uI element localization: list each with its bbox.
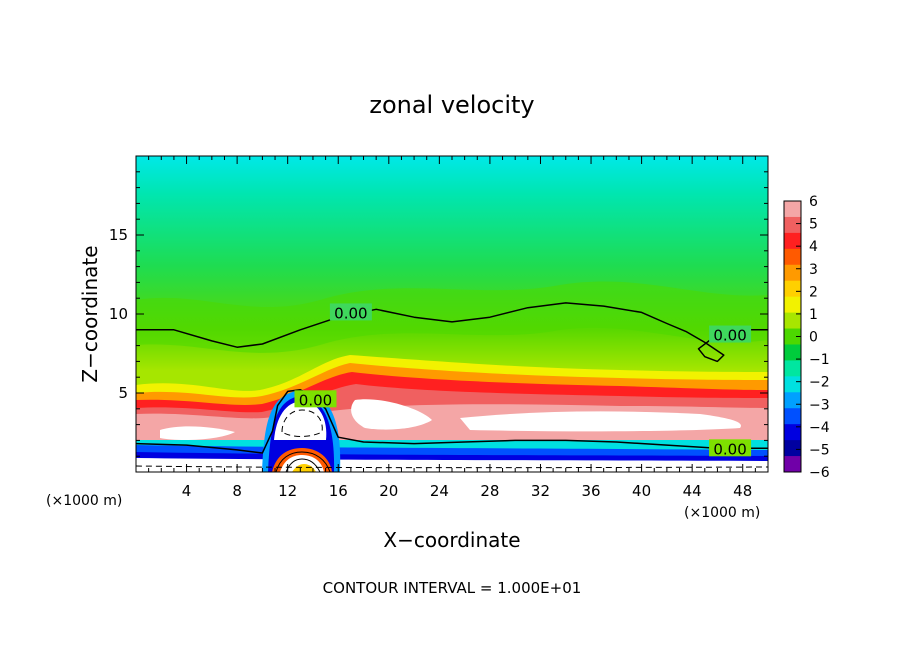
colorbar-swatch	[784, 424, 801, 441]
contour-label-bg	[709, 439, 752, 457]
y-tick-label: 10	[109, 305, 128, 323]
colorbar-swatch	[784, 280, 801, 298]
x-tick-label: 44	[683, 482, 702, 500]
colorbar-tick-label: 6	[809, 194, 818, 210]
colorbar-swatch	[784, 201, 801, 218]
colorbar-swatch	[784, 296, 801, 314]
colorbar-tick-label: 2	[809, 284, 818, 300]
x-tick-label: 24	[430, 482, 449, 500]
velocity-field	[136, 156, 768, 472]
colorbar: 6 5 4 3 2 1 0 −1 −2 −3 −4 −5 −6	[783, 194, 830, 481]
colorbar-tick-label: 0	[809, 330, 818, 346]
colorbar-swatch	[784, 328, 801, 345]
colorbar-swatch	[784, 376, 801, 393]
x-tick-label: 20	[379, 482, 398, 500]
x-tick-label: 48	[733, 482, 752, 500]
x-tick-label: 40	[632, 482, 651, 500]
positive-contours	[275, 451, 331, 472]
x-tick-label: 16	[329, 482, 348, 500]
colorbar-swatch	[784, 392, 801, 409]
colorbar-tick-label: −1	[809, 352, 830, 368]
x-tick-label: 8	[232, 482, 242, 500]
colorbar-tick-label: −2	[809, 375, 830, 391]
y-tick-label: 5	[118, 384, 128, 402]
colorbar-tick-label: −3	[809, 397, 830, 413]
contour-labels: 0.00 0.00 0.00 0.00	[294, 303, 752, 458]
colorbar-swatch	[784, 264, 801, 282]
colorbar-swatch	[784, 248, 801, 266]
contour-label-bg	[709, 325, 752, 343]
colorbar-tick-label: 3	[809, 262, 818, 278]
x-unit-left: (×1000 m)	[46, 493, 122, 509]
colorbar-swatch	[784, 216, 801, 234]
contour-label-bg	[329, 303, 372, 321]
contour-label: 0.00	[713, 440, 746, 458]
colorbar-swatch	[784, 456, 801, 473]
contour-label-bg	[294, 390, 337, 408]
x-axis-label: X−coordinate	[383, 528, 520, 552]
colorbar-tick-label: 5	[809, 217, 818, 233]
colorbar-tick-label: −4	[809, 420, 830, 436]
contour-label: 0.00	[713, 327, 746, 345]
colorbar-swatch	[784, 344, 801, 361]
contour-label: 0.00	[334, 304, 367, 322]
x-tick-label: 36	[581, 482, 600, 500]
zero-contour-upper-line	[136, 302, 768, 363]
colorbar-swatch	[784, 312, 801, 330]
x-tick-label: 28	[480, 482, 499, 500]
x-tick-label: 32	[531, 482, 550, 500]
x-tick-label: 12	[278, 482, 297, 500]
contour-lines	[136, 302, 768, 454]
colorbar-swatch	[784, 360, 801, 377]
x-tick-label: 4	[182, 482, 192, 500]
negative-contours	[136, 409, 768, 469]
colorbar-tick-label: 1	[809, 307, 818, 323]
zero-contour-lower-line	[136, 389, 768, 454]
x-unit-right: (×1000 m)	[684, 505, 760, 521]
y-axis-label: Z−coordinate	[78, 245, 102, 382]
contour-interval-footer: CONTOUR INTERVAL = 1.000E+01	[323, 579, 582, 597]
colorbar-swatch	[784, 408, 801, 425]
colorbar-swatch	[784, 440, 801, 457]
colorbar-tick-label: 4	[809, 239, 818, 255]
chart-title: zonal velocity	[369, 91, 534, 119]
colorbar-tick-label: −6	[809, 465, 830, 481]
contour-label: 0.00	[299, 391, 332, 409]
colorbar-tick-label: −5	[809, 442, 830, 458]
y-tick-label: 15	[109, 226, 128, 244]
colorbar-swatch	[784, 232, 801, 250]
